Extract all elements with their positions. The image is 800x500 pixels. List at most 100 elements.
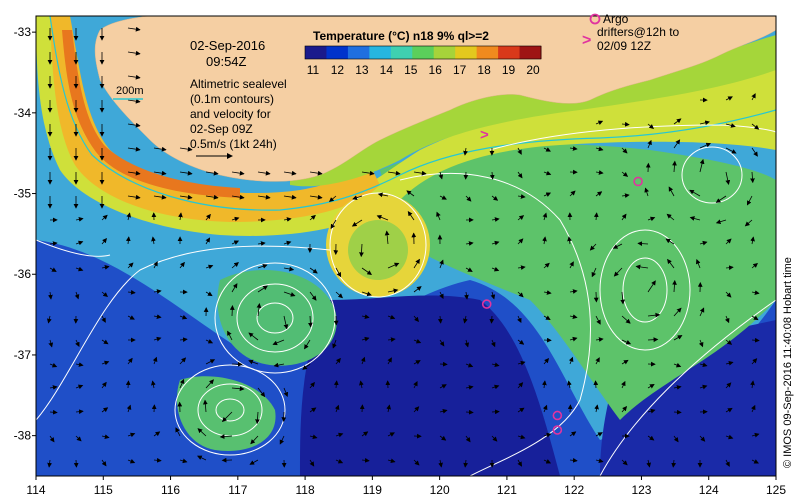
velocity-vector <box>543 459 552 464</box>
velocity-vector <box>517 339 525 345</box>
velocity-vector <box>751 459 759 464</box>
velocity-vector <box>257 194 271 200</box>
argo-float-marker <box>481 299 492 309</box>
velocity-vector <box>179 261 185 269</box>
velocity-vector <box>621 121 630 127</box>
colorbar-swatch <box>326 46 349 59</box>
velocity-vector <box>179 458 188 464</box>
velocity-vector <box>257 170 271 176</box>
velocity-vector <box>569 146 578 151</box>
colorbar-tick-label: 16 <box>429 63 443 77</box>
velocity-vector <box>127 146 141 152</box>
velocity-vector <box>725 171 731 185</box>
velocity-vector <box>589 243 597 251</box>
velocity-vector <box>361 431 369 437</box>
velocity-vector <box>153 457 162 463</box>
velocity-vector <box>231 240 240 245</box>
velocity-vector <box>724 315 730 324</box>
x-tick-label: 125 <box>766 483 786 497</box>
velocity-vector <box>665 238 675 245</box>
argo-legend-icon <box>589 13 601 25</box>
y-tick-label: -36 <box>14 267 32 281</box>
velocity-vector <box>256 303 262 317</box>
velocity-vector <box>49 385 58 390</box>
velocity-vector <box>517 382 524 389</box>
velocity-vector <box>361 336 370 342</box>
velocity-vector <box>283 170 297 176</box>
colorbar-tick-label: 19 <box>502 63 516 77</box>
velocity-vector <box>361 291 372 297</box>
velocity-vector <box>689 189 701 197</box>
velocity-vector <box>439 259 444 269</box>
velocity-vector <box>279 435 285 445</box>
x-tick-label: 118 <box>296 483 315 497</box>
velocity-vector <box>49 241 58 246</box>
note-line: 0.5m/s (1kt 24h) <box>190 137 277 151</box>
velocity-vector <box>517 459 522 467</box>
velocity-vector <box>695 259 701 269</box>
velocity-vector <box>205 194 219 200</box>
velocity-vector <box>179 337 188 343</box>
velocity-vector <box>621 459 628 466</box>
velocity-vector <box>153 261 158 269</box>
velocity-vector <box>387 170 401 176</box>
velocity-vector <box>751 93 756 101</box>
velocity-vector <box>673 118 682 125</box>
velocity-vector <box>715 195 727 203</box>
velocity-vector <box>465 435 471 443</box>
velocity-vector <box>272 339 285 346</box>
velocity-vector <box>569 431 577 437</box>
velocity-vector <box>309 459 315 467</box>
velocity-vector <box>248 359 259 365</box>
velocity-vector <box>205 237 211 245</box>
velocity-vector <box>699 158 705 173</box>
velocity-vector <box>75 409 84 415</box>
velocity-vector <box>328 195 337 203</box>
velocity-vector <box>491 266 500 272</box>
velocity-vector <box>249 459 259 465</box>
velocity-vector <box>595 170 604 175</box>
velocity-vector <box>179 314 188 320</box>
velocity-vector <box>465 385 474 390</box>
velocity-vector <box>101 339 109 345</box>
velocity-vector <box>175 427 181 437</box>
velocity-vector <box>647 337 659 343</box>
velocity-vector <box>465 195 472 202</box>
velocity-vector <box>725 382 732 389</box>
velocity-vector <box>725 265 734 271</box>
velocity-vector <box>667 258 675 269</box>
velocity-vector <box>273 362 285 368</box>
velocity-vector <box>751 358 758 365</box>
velocity-vector <box>621 339 632 345</box>
velocity-vector <box>335 357 341 365</box>
velocity-vector <box>751 432 760 438</box>
velocity-vector <box>197 428 207 437</box>
velocity-vector <box>439 435 447 441</box>
velocity-vector <box>387 357 392 365</box>
velocity-vector <box>309 381 315 389</box>
velocity-vector <box>413 258 420 269</box>
velocity-vector <box>205 291 213 297</box>
velocity-vector <box>620 291 626 305</box>
velocity-vector <box>673 435 679 443</box>
velocity-vector <box>250 435 259 445</box>
velocity-vector <box>464 339 470 348</box>
velocity-vector <box>542 236 547 245</box>
contour-ring <box>256 302 294 334</box>
velocity-vector <box>127 289 136 295</box>
velocity-vector <box>543 147 551 152</box>
velocity-vector <box>178 212 183 221</box>
velocity-vector <box>673 385 682 390</box>
altimetry-notes: Altimetric sealevel (0.1m contours) and … <box>190 77 287 151</box>
velocity-vector <box>46 315 52 324</box>
velocity-vector <box>413 406 420 413</box>
argo-legend-label: Argo <box>603 12 629 26</box>
y-tick-label: -35 <box>14 187 32 201</box>
velocity-vector <box>304 339 311 350</box>
velocity-vector <box>463 315 468 324</box>
velocity-vector <box>179 146 193 152</box>
velocity-vector <box>751 262 758 269</box>
velocity-vector <box>360 356 366 365</box>
colorbar-swatch <box>305 46 327 59</box>
velocity-vector <box>647 312 661 318</box>
